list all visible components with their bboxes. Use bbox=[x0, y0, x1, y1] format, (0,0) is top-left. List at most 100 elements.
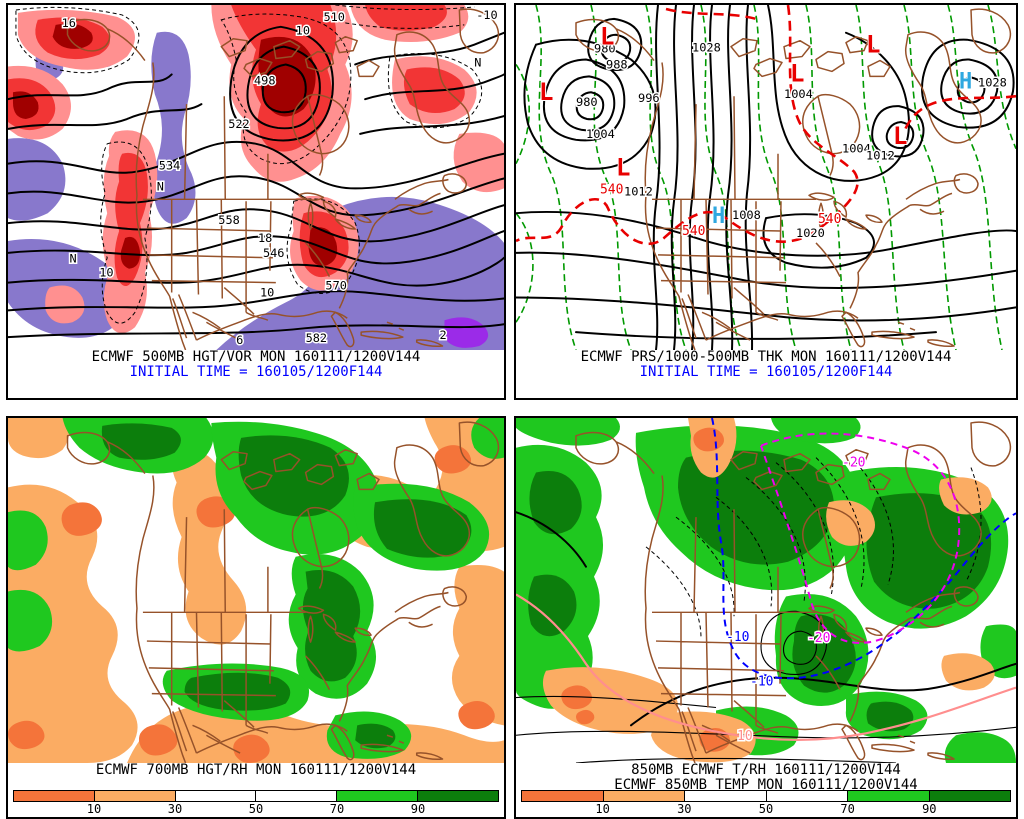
map-mslp-thickness: 980 980 988 996 1004 1004 1004 1012 1012… bbox=[516, 5, 1016, 350]
low-pressure-symbol: L bbox=[616, 154, 630, 182]
colorbar-segment bbox=[418, 791, 498, 801]
pressure-label: 1004 bbox=[842, 142, 871, 156]
initial-time-caption: INITIAL TIME = 160105/1200F144 bbox=[129, 364, 383, 380]
colorbar-tick-label: 10 bbox=[86, 802, 102, 816]
vorticity-contour-layer bbox=[15, 5, 483, 324]
pressure-label: 1012 bbox=[624, 184, 653, 198]
height-label: 498 bbox=[254, 73, 275, 87]
temperature-isoline-layer bbox=[516, 418, 1016, 741]
thickness-label: 540 bbox=[818, 212, 841, 227]
height-label: 558 bbox=[218, 213, 239, 227]
vorticity-min-marker: N bbox=[474, 55, 481, 69]
colorbar-segment bbox=[337, 791, 419, 801]
high-pressure-symbol: H bbox=[959, 69, 972, 94]
panel-700mb-rh: ECMWF 700MB HGT/RH MON 160111/1200V144 1… bbox=[6, 416, 506, 819]
colorbar-tick-label: 70 bbox=[329, 802, 345, 816]
temperature-label-magenta: -20 bbox=[807, 631, 830, 646]
temperature-label-blue: -10 bbox=[726, 630, 749, 645]
height-label: 534 bbox=[159, 159, 180, 173]
colorbar-segment bbox=[685, 791, 767, 801]
label-layer: 980 980 988 996 1004 1004 1004 1012 1012… bbox=[538, 22, 1008, 242]
pressure-label: 1004 bbox=[784, 87, 813, 101]
pressure-label: 1028 bbox=[978, 75, 1007, 89]
colorbar-segment bbox=[766, 791, 848, 801]
pressure-label: 988 bbox=[606, 57, 628, 71]
mslp-contour-layer bbox=[516, 5, 1016, 350]
high-pressure-symbol: H bbox=[712, 204, 725, 229]
thickness-label: 540 bbox=[682, 224, 705, 239]
pressure-label: 1012 bbox=[866, 149, 895, 163]
low-pressure-symbol: L bbox=[866, 31, 880, 59]
thickness-label: 540 bbox=[600, 182, 623, 197]
vorticity-label: 16 bbox=[62, 16, 76, 30]
colorbar-tick-label: 90 bbox=[410, 802, 426, 816]
colorbar-segment bbox=[14, 791, 95, 801]
colorbar-segment bbox=[848, 791, 930, 801]
label-layer: 498 510 522 534 546 558 570 582 10 10 10… bbox=[60, 6, 499, 348]
540-thickness-line-layer bbox=[516, 5, 1016, 246]
colorbar-segment bbox=[94, 791, 176, 801]
panel-850mb-temp-rh: -10 -10 -20 -20 10 850MB ECMWF T/RH 1601… bbox=[514, 416, 1018, 819]
panel-caption: ECMWF PRS/1000-500MB THK MON 160111/1200… bbox=[580, 349, 952, 365]
height-label: 510 bbox=[323, 10, 344, 24]
thickness-contour-layer bbox=[516, 5, 1016, 350]
colorbar-segment bbox=[929, 791, 1010, 801]
low-pressure-symbol: L bbox=[600, 23, 614, 51]
vorticity-label: 18 bbox=[258, 231, 272, 245]
panel-caption-2: ECMWF 850MB TEMP MON 160111/1200V144 bbox=[614, 777, 918, 793]
rh-colorbar-gradient bbox=[13, 790, 499, 802]
vorticity-label: 10 bbox=[296, 24, 310, 38]
height-label: 522 bbox=[228, 117, 249, 131]
colorbar-segment bbox=[522, 791, 604, 801]
colorbar-tick-label: 70 bbox=[840, 802, 855, 816]
initial-time-caption: INITIAL TIME = 160105/1200F144 bbox=[639, 364, 893, 380]
pressure-label: 1004 bbox=[586, 127, 615, 141]
pressure-label: 980 bbox=[576, 95, 598, 109]
pressure-label: 980 bbox=[594, 42, 616, 56]
colorbar-tick-label: 50 bbox=[248, 802, 264, 816]
colorbar-segment bbox=[256, 791, 338, 801]
colorbar-segment bbox=[603, 791, 685, 801]
pressure-label: 996 bbox=[638, 91, 660, 105]
panel-caption: ECMWF 500MB HGT/VOR MON 160111/1200V144 bbox=[91, 349, 421, 365]
moist-rh-fill-layer bbox=[8, 418, 504, 759]
vorticity-label: 6 bbox=[236, 333, 243, 347]
height-label: 570 bbox=[325, 279, 346, 293]
vorticity-label: 10 bbox=[99, 266, 113, 280]
low-pressure-symbol: L bbox=[539, 78, 553, 106]
pressure-label: 1020 bbox=[796, 226, 825, 240]
colorbar-tick-label: 50 bbox=[758, 802, 774, 816]
height-label: 546 bbox=[263, 246, 284, 260]
pressure-label: 1028 bbox=[692, 41, 721, 55]
map-700mb-rh bbox=[8, 418, 504, 763]
temperature-label-magenta: -20 bbox=[842, 456, 865, 471]
height-label: 582 bbox=[306, 331, 327, 345]
temperature-label-pink: 10 bbox=[737, 729, 753, 744]
rh-colorbar: 10 30 50 70 90 bbox=[521, 790, 1011, 815]
label-layer: -10 -10 -20 -20 10 bbox=[725, 454, 867, 746]
colorbar-tick-label: 30 bbox=[167, 802, 183, 816]
vorticity-label: -10 bbox=[476, 8, 497, 22]
panel-caption: ECMWF 700MB HGT/RH MON 160111/1200V144 bbox=[95, 762, 417, 778]
panel-mslp-thickness: 980 980 988 996 1004 1004 1004 1012 1012… bbox=[514, 3, 1018, 400]
vorticity-min-marker: N bbox=[157, 179, 164, 193]
map-500mb-hgt-vor: 498 510 522 534 546 558 570 582 10 10 10… bbox=[8, 5, 504, 350]
rh-colorbar-gradient bbox=[521, 790, 1011, 802]
vorticity-label: 2 bbox=[440, 328, 447, 342]
panel-caption: 850MB ECMWF T/RH 160111/1200V144 bbox=[631, 762, 901, 778]
vorticity-min-marker: N bbox=[70, 252, 77, 266]
colorbar-tick-label: 30 bbox=[677, 802, 692, 816]
temperature-label-blue: -10 bbox=[750, 675, 773, 690]
temperature-contour-layer bbox=[516, 457, 1016, 763]
height-contour-layer bbox=[8, 25, 504, 339]
colorbar-tick-label: 90 bbox=[922, 802, 937, 816]
pressure-label: 1008 bbox=[732, 208, 761, 222]
low-pressure-symbol: L bbox=[790, 59, 804, 87]
low-pressure-symbol: L bbox=[893, 122, 907, 150]
map-850mb-temp-rh: -10 -10 -20 -20 10 bbox=[516, 418, 1016, 763]
panel-500mb-hgt-vor: 498 510 522 534 546 558 570 582 10 10 10… bbox=[6, 3, 506, 400]
negative-vorticity-fill-layer bbox=[8, 31, 504, 350]
colorbar-tick-label: 10 bbox=[595, 802, 610, 816]
rh-colorbar: 10 30 50 70 90 bbox=[13, 790, 499, 815]
